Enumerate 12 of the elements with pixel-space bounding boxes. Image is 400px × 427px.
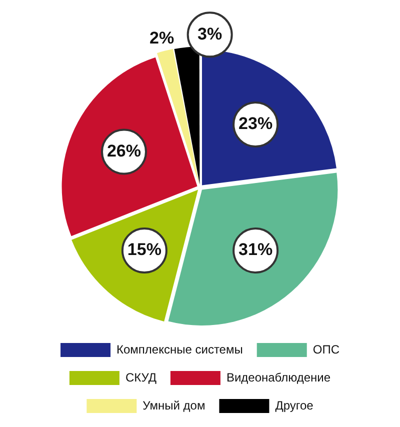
legend-label: Умный дом xyxy=(142,398,206,412)
legend-label: СКУД xyxy=(125,370,156,384)
data-label: 3% xyxy=(198,24,222,44)
legend-label: Комплексные системы xyxy=(116,342,243,356)
legend-label: Другое xyxy=(275,398,314,412)
data-label: 15% xyxy=(127,240,162,260)
data-label: 26% xyxy=(106,141,141,160)
legend-label: ОПС xyxy=(312,342,340,356)
data-label: 31% xyxy=(238,240,273,260)
data-label: 2% xyxy=(150,28,174,48)
legend-label: Видеонаблюдение xyxy=(226,370,331,384)
data-label: 23% xyxy=(238,114,273,134)
